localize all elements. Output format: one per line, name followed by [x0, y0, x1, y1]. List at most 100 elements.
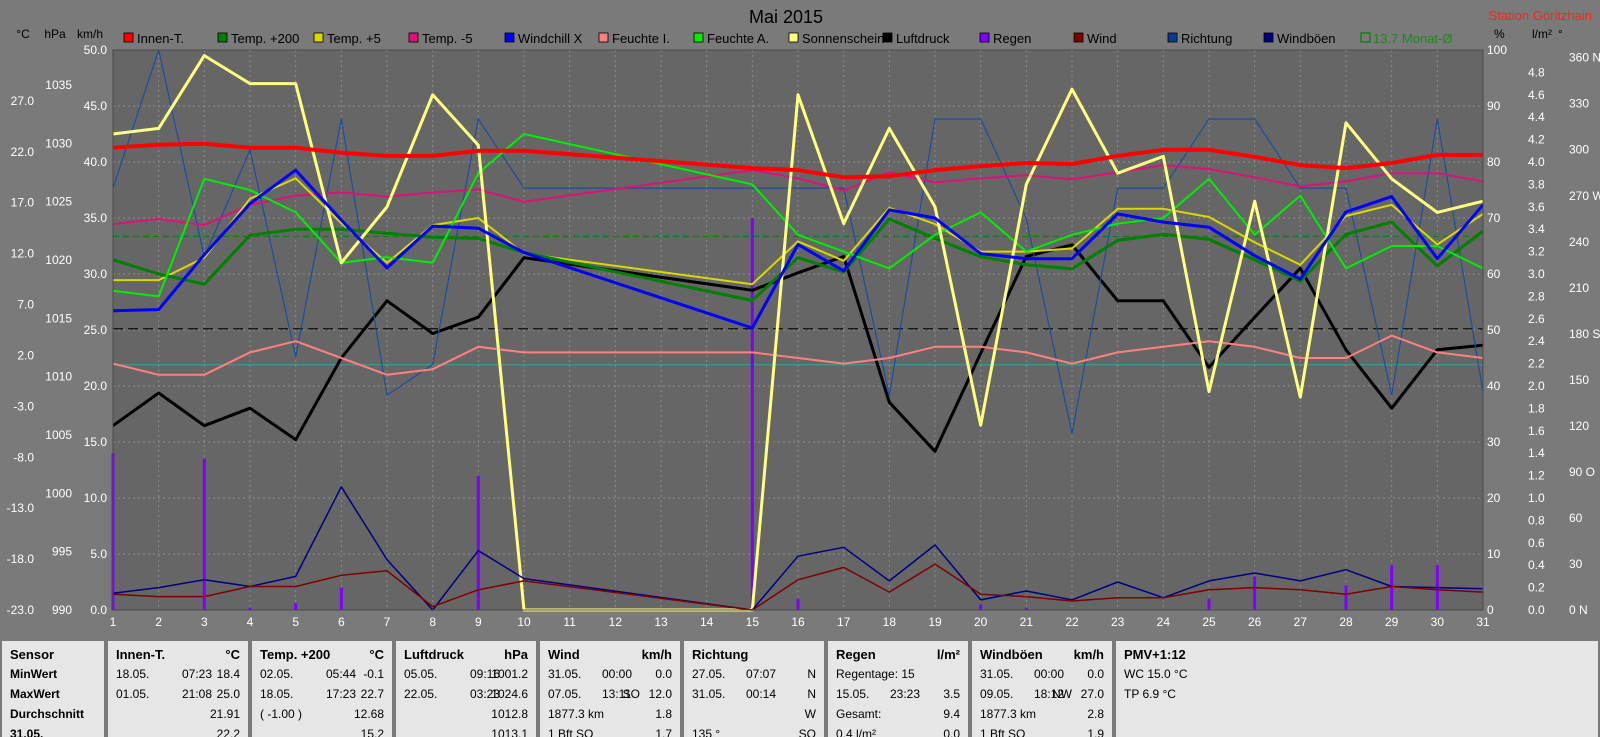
stat-cell: 00:14	[746, 687, 777, 701]
stats-row: W	[684, 705, 824, 725]
legend-swatch	[1263, 32, 1274, 43]
y-tick-label-rain: 4.2	[1528, 133, 1545, 147]
stats-header: Temp. +200 °C	[252, 645, 392, 665]
rain-bar	[1024, 607, 1028, 610]
x-tick-label: 3	[201, 615, 208, 629]
stats-row: Regentage: 15	[828, 665, 968, 685]
series-sonnenschein	[112, 54, 1484, 612]
y-tick-label-pct: 10	[1487, 547, 1501, 561]
rain-bar	[1390, 565, 1394, 610]
stats-row: 31.05. 00:00 0.0	[540, 665, 680, 685]
stats-row: 15.05. 23:23 3.5	[828, 685, 968, 705]
stat-cell: 0.0	[655, 667, 672, 681]
stats-row: 0.4 l/m² 0.0	[828, 725, 968, 737]
stats-header: Regen l/m²	[828, 645, 968, 665]
stat-cell: 18.05.	[116, 667, 150, 681]
legend-label: Windböen	[1277, 31, 1336, 46]
legend-label: Wind	[1087, 31, 1117, 46]
stat-cell: 03:23	[470, 687, 501, 701]
x-tick-label: 10	[517, 615, 531, 629]
stats-row: TP 6.9 °C	[1116, 685, 1598, 705]
stats-row: 22.2	[108, 725, 248, 737]
y-tick-label-temp: 27.0	[11, 94, 35, 108]
y-tick-label-rain: 2.8	[1528, 289, 1545, 303]
stats-row: Durchschnitt	[2, 705, 104, 725]
x-tick-label: 21	[1020, 615, 1034, 629]
stats-row: 135 ° SO	[684, 725, 824, 737]
stats-unit: °C	[225, 647, 240, 662]
series-wind	[112, 563, 1484, 611]
legend-swatch	[217, 32, 228, 43]
weather-chart: 1 2 3 4 5 6 7 8 9 10 11 12 13 14 15 16 17 18 19 20 21 22 23 24 2…	[6, 7, 1600, 629]
x-tick-label: 4	[247, 615, 254, 629]
rain-bar	[750, 218, 754, 610]
y-tick-label-pct: 30	[1487, 435, 1501, 449]
stat-cell: 13:11	[602, 687, 632, 701]
y-tick-label-press: 995	[52, 545, 72, 559]
y-tick-label-press: 1005	[45, 428, 72, 442]
x-tick-label: 1	[110, 615, 117, 629]
legend-swatch	[408, 32, 419, 43]
stats-row: 21.91	[108, 705, 248, 725]
stats-row-label: MinWert	[10, 667, 58, 681]
grid-lines	[112, 49, 1484, 611]
stat-cell: 05.05.	[404, 667, 438, 681]
series-luftdruck	[112, 243, 1484, 453]
stats-row: 1013.1	[396, 725, 536, 737]
stat-cell: 31.05.	[548, 667, 582, 681]
rain-bar	[979, 604, 983, 610]
stats-title: Wind	[548, 647, 580, 662]
y-tick-label-pct: 100	[1487, 43, 1507, 57]
stats-row: 05.05. 09:16 1001.2	[396, 665, 536, 685]
legend-label: Innen-T.	[137, 31, 184, 46]
y-tick-label-rain: 2.0	[1528, 379, 1545, 393]
stat-cell: 1012.8	[491, 707, 528, 721]
y-tick-label-rain: 1.8	[1528, 401, 1545, 415]
legend-label: Richtung	[1181, 31, 1232, 46]
y-tick-label-rain: 1.4	[1528, 446, 1545, 460]
stats-title: Sensor	[10, 647, 55, 662]
axis-unit-header: °	[1558, 27, 1563, 41]
y-tick-label-rain: 0.8	[1528, 513, 1545, 527]
station-label: Station Göritzhain	[1489, 8, 1592, 23]
y-tick-label-temp: 17.0	[11, 196, 35, 210]
y-tick-label-pct: 0	[1487, 603, 1494, 617]
y-tick-label-rain: 3.0	[1528, 267, 1545, 281]
stats-innen-temp: Innen-T. °C 18.05. 07:23 18.4 01.05. 21:08 25.0…	[108, 641, 250, 737]
x-tick-label: 25	[1202, 615, 1216, 629]
axis-unit-header: %	[1494, 27, 1505, 41]
stats-regen: Regen l/m² Regentage: 15 15.05. 23:23 3.5 Gesa…	[828, 641, 970, 737]
stat-cell: 07.05.	[548, 687, 582, 701]
series-windb-en	[112, 486, 1484, 611]
stat-cell: 1.7	[655, 727, 672, 737]
x-tick-label: 5	[292, 615, 299, 629]
y-tick-label-rain: 0.6	[1528, 536, 1545, 550]
stats-row-label: Durchschnitt	[10, 707, 85, 721]
y-tick-label-press: 1020	[45, 253, 72, 267]
y-tick-label-rain: 2.6	[1528, 312, 1545, 326]
stats-row: 18.05. 17:23 22.7	[252, 685, 392, 705]
stat-cell: 1013.1	[491, 727, 528, 737]
stat-cell: 1.8	[655, 707, 672, 721]
stat-cell: ( -1.00 )	[260, 707, 303, 721]
stat-cell: 31.05.	[980, 667, 1014, 681]
x-tick-label: 20	[974, 615, 988, 629]
legend-label: Feuchte A.	[707, 31, 769, 46]
x-tick-label: 31	[1476, 615, 1490, 629]
stat-cell: 1 Bft SO	[980, 727, 1026, 737]
y-tick-label-dir: 300	[1569, 143, 1589, 157]
stats-row: Gesamt: 9.4	[828, 705, 968, 725]
y-tick-label-wind: 25.0	[84, 323, 108, 337]
x-tick-label: 19	[928, 615, 942, 629]
y-tick-label-rain: 2.4	[1528, 334, 1545, 348]
stats-header: Wind km/h	[540, 645, 680, 665]
stat-cell: W	[804, 707, 816, 721]
y-tick-label-press: 1035	[45, 78, 72, 92]
x-tick-label: 11	[563, 615, 576, 629]
series-temp-200	[112, 217, 1484, 302]
stats-header: Richtung	[684, 645, 824, 665]
stats-unit: l/m²	[936, 647, 960, 662]
legend-swatch	[123, 32, 134, 43]
y-tick-label-rain: 3.8	[1528, 177, 1545, 191]
stats-title: Windböen	[980, 647, 1043, 662]
